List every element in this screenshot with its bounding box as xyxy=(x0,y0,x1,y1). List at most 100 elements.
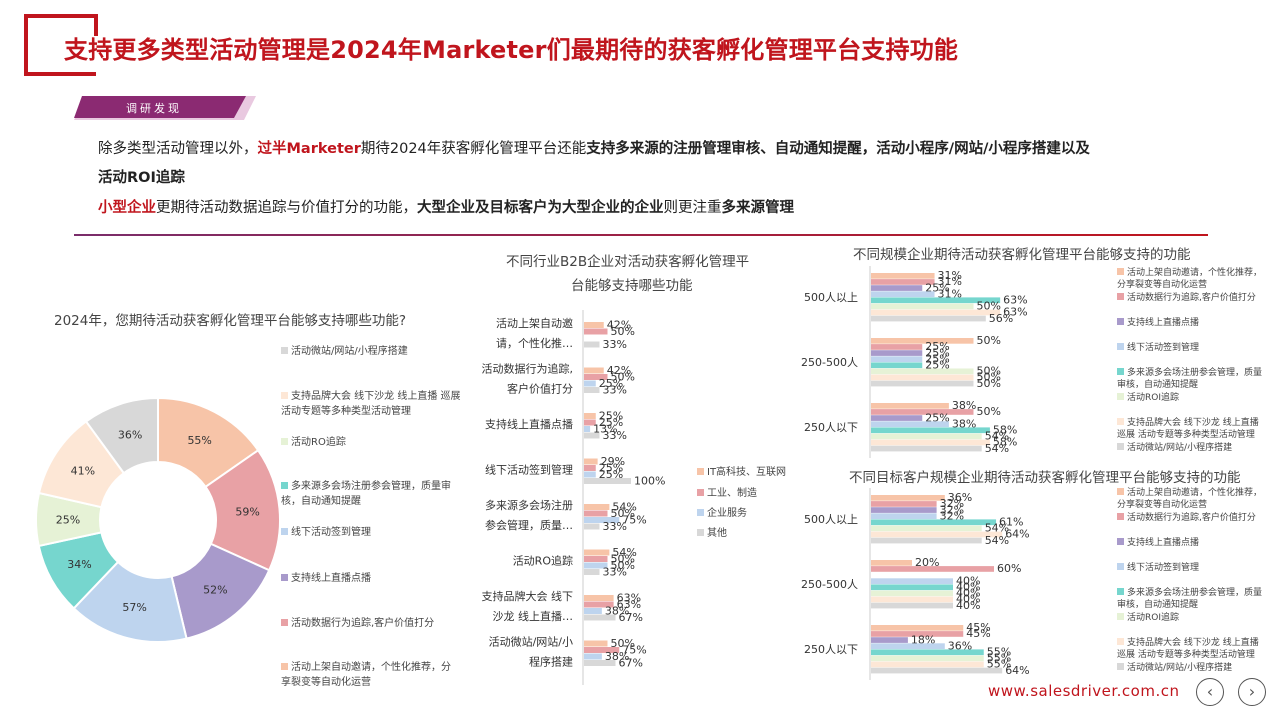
industry-chart-title-1: 不同行业B2B企业对活动获客孵化管理平 xyxy=(506,254,750,270)
legend-label: 线下活动签到管理 xyxy=(1127,563,1200,573)
category-label: 活动微站/网站/小 xyxy=(489,635,573,649)
chevron-right-icon: › xyxy=(1248,682,1256,701)
bar-value-label: 36% xyxy=(948,639,972,652)
category-label: 沙龙 线上直播… xyxy=(493,609,574,623)
legend-swatch xyxy=(1117,368,1124,375)
bar-value-label: 50% xyxy=(977,334,1001,347)
legend-swatch xyxy=(1117,293,1124,300)
industry-bar xyxy=(584,523,600,530)
prev-slide-button[interactable]: ‹ xyxy=(1196,678,1224,706)
industry-legend-item: 企业服务 xyxy=(697,506,747,521)
bar-value-label: 45% xyxy=(966,627,990,640)
industry-bar xyxy=(584,504,610,510)
category-label: 250-500人 xyxy=(801,578,858,591)
bar-value-label: 42% xyxy=(607,364,631,377)
legend-swatch xyxy=(1117,613,1124,620)
size-bar xyxy=(871,433,982,440)
size-bar xyxy=(871,501,937,507)
size-bar xyxy=(871,285,923,291)
emphasis-text: 支持多来源的注册管理审核、自动通知提醒，活动小程序/网站/小程序搭建以及 xyxy=(586,141,1090,157)
donut-slice-label: 57% xyxy=(122,601,146,614)
highlight-text: 小型企业 xyxy=(98,200,156,216)
size-bar xyxy=(871,637,908,643)
bar-value-label: 58% xyxy=(993,436,1017,449)
legend-label: 支持线上直播点播 xyxy=(1127,538,1200,548)
bar-value-label: 56% xyxy=(989,312,1013,325)
intro-line-2: 活动ROI追踪 xyxy=(98,170,185,186)
section-badge: 调研发现 xyxy=(74,96,256,120)
size-bar xyxy=(871,649,984,656)
size-bar xyxy=(871,596,953,603)
size-bar xyxy=(871,338,974,344)
legend-label: IT高科技、互联网 xyxy=(707,467,787,478)
legend-swatch xyxy=(1117,393,1124,400)
industry-bar xyxy=(584,595,614,601)
highlight-text: 过半Marketer xyxy=(257,141,361,157)
bar-value-label: 54% xyxy=(985,442,1009,455)
bar-value-label: 58% xyxy=(993,424,1017,437)
size-bar xyxy=(871,584,953,591)
size-bar xyxy=(871,350,923,356)
legend-swatch xyxy=(281,663,288,670)
bar-value-label: 54% xyxy=(985,430,1009,443)
size-legend-item: 活动ROI追踪 xyxy=(1117,613,1179,625)
bar-value-label: 38% xyxy=(952,417,976,430)
bar-value-label: 25% xyxy=(925,352,949,365)
size-legend-item: 支持线上直播点播 xyxy=(1117,318,1199,330)
size-bar xyxy=(871,297,1001,304)
size-legend-item: 活动上架自动邀请，个性化推荐， 分享裂变等自动化运营 xyxy=(1117,268,1262,291)
next-slide-button[interactable]: › xyxy=(1238,678,1266,706)
target-size-chart-title: 不同目标客户规模企业期待活动获客孵化管理平台能够支持的功能 xyxy=(849,470,1241,486)
bar-value-label: 63% xyxy=(1003,306,1027,319)
category-label: 活动数据行为追踪, xyxy=(482,362,574,376)
industry-bar xyxy=(584,419,596,426)
industry-bar xyxy=(584,614,616,621)
bar-value-label: 50% xyxy=(611,559,635,572)
size-bar xyxy=(871,667,1003,674)
size-bar xyxy=(871,421,949,427)
industry-bar xyxy=(584,510,608,517)
industry-bar xyxy=(584,413,596,419)
category-label: 参会管理，质量… xyxy=(485,518,573,532)
size-bar xyxy=(871,519,997,526)
legend-label: 活动微站/网站/小程序搭建 xyxy=(1127,663,1233,673)
industry-legend-item: 工业、制造 xyxy=(697,486,757,501)
intro-text: 则更注重 xyxy=(663,200,722,216)
legend-label: 多来源多会场注册参会管理，质量审核，自动通知提醒 xyxy=(1117,588,1263,610)
legend-label: 企业服务 xyxy=(707,508,747,519)
category-label: 500人以上 xyxy=(804,513,858,526)
legend-label: 活动微站/网站/小程序搭建 xyxy=(291,346,408,357)
bar-value-label: 50% xyxy=(611,553,635,566)
bar-value-label: 55% xyxy=(987,652,1011,665)
donut-chart: 55% 59% 52% 57% 34% 25% 41% 36% xyxy=(35,396,281,643)
bar-value-label: 32% xyxy=(940,497,964,510)
donut-slice-label: 52% xyxy=(203,583,227,596)
bar-value-label: 50% xyxy=(611,637,635,650)
bar-value-label: 50% xyxy=(611,507,635,520)
legend-label: 活动数据行为追踪,客户价值打分 xyxy=(291,618,435,629)
legend-swatch xyxy=(281,528,288,535)
size-bar xyxy=(871,513,937,519)
size-bar xyxy=(871,374,974,381)
category-label: 程序搭建 xyxy=(529,655,573,669)
legend-swatch xyxy=(697,529,704,536)
size-bar xyxy=(871,315,986,322)
donut-legend-item: 活动微站/网站/小程序搭建 xyxy=(281,344,408,359)
bar-value-label: 25% xyxy=(599,416,623,429)
size-legend-item: 活动微站/网站/小程序搭建 xyxy=(1117,663,1232,675)
size-legend-item: 活动ROI追踪 xyxy=(1117,393,1179,405)
category-label: 请，个性化推… xyxy=(496,336,573,350)
bar-value-label: 54% xyxy=(612,501,636,514)
category-label: 500人以上 xyxy=(804,291,858,304)
bar-value-label: 61% xyxy=(999,516,1023,529)
bar-value-label: 25% xyxy=(925,346,949,359)
emphasis-text: 多来源管理 xyxy=(721,200,795,216)
size-legend-item: 活动微站/网站/小程序搭建 xyxy=(1117,443,1232,455)
industry-bar xyxy=(584,458,598,465)
bar-value-label: 40% xyxy=(956,593,980,606)
size-bar xyxy=(871,303,974,310)
section-divider xyxy=(74,234,1208,236)
size-bar xyxy=(871,531,1003,538)
page-title: 支持更多类型活动管理是2024年Marketer们最期待的获客孵化管理平台支持功… xyxy=(64,36,959,64)
size-bar xyxy=(871,590,953,597)
